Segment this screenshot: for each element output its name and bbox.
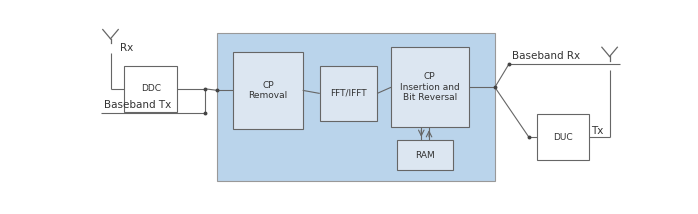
- Text: Rx: Rx: [120, 43, 133, 53]
- Text: CP
Insertion and
Bit Reversal: CP Insertion and Bit Reversal: [400, 72, 460, 102]
- Bar: [218, 33, 495, 181]
- Bar: [397, 140, 453, 170]
- Bar: [537, 114, 589, 160]
- Text: FFT/IFFT: FFT/IFFT: [330, 89, 366, 98]
- Text: Tx: Tx: [591, 126, 603, 136]
- Bar: [320, 66, 377, 121]
- Text: DDC: DDC: [141, 84, 161, 93]
- Text: Baseband Tx: Baseband Tx: [104, 100, 172, 110]
- Bar: [233, 52, 303, 129]
- Text: Baseband Rx: Baseband Rx: [512, 51, 580, 61]
- Bar: [391, 47, 468, 127]
- Text: CP
Removal: CP Removal: [248, 81, 288, 100]
- Bar: [124, 66, 177, 112]
- Text: DUC: DUC: [554, 133, 573, 142]
- Text: RAM: RAM: [415, 150, 435, 160]
